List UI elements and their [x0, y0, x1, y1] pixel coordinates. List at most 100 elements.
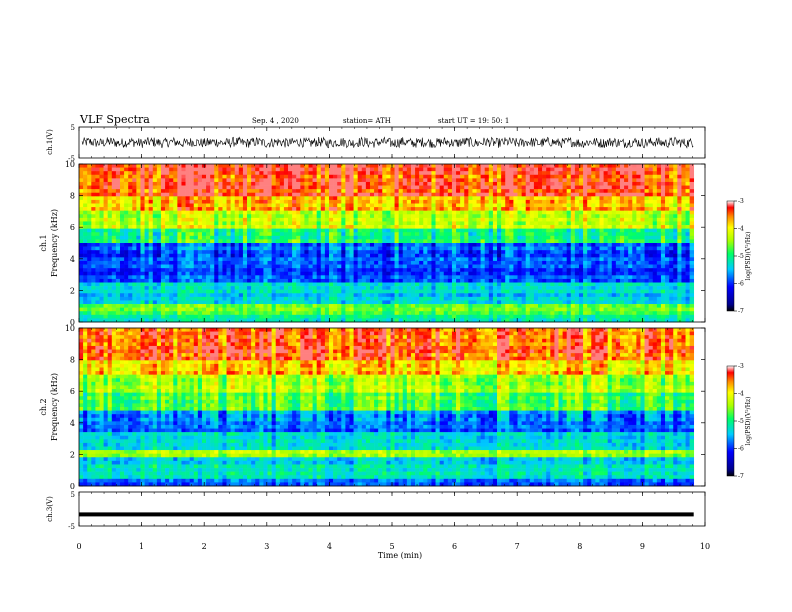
spectrogram-cell [99, 264, 104, 269]
spectrogram-cell [226, 181, 231, 186]
spectrogram-cell [439, 278, 445, 283]
spectrogram-cell [550, 167, 555, 172]
spectrogram-cell [456, 246, 461, 251]
spectrogram-cell [484, 260, 490, 265]
spectrogram-cell [542, 235, 547, 240]
spectrogram-cell [165, 217, 170, 222]
spectrogram-cell [345, 260, 350, 265]
spectrogram-cell [210, 282, 215, 287]
spectrogram-cell [611, 228, 617, 233]
spectrogram-cell [181, 171, 186, 176]
spectrogram-cell [148, 171, 154, 176]
spectrogram-cell [681, 174, 686, 179]
spectrogram-cell [648, 221, 654, 226]
spectrogram-cell [259, 225, 264, 229]
spectrogram-cell [365, 232, 371, 237]
spectrogram-cell [312, 214, 317, 219]
spectrogram-cell [333, 232, 338, 237]
spectrogram-cell [316, 271, 322, 276]
spectrogram-cell [91, 282, 96, 287]
spectrogram-cell [673, 203, 678, 208]
spectrogram-cell [107, 225, 113, 229]
spectrogram-cell [271, 189, 277, 194]
spectrogram-cell [181, 203, 186, 208]
spectrogram-cell [283, 192, 289, 197]
spectrogram-cell [517, 271, 522, 276]
spectrogram-cell [492, 225, 498, 229]
spectrogram-cell [652, 257, 658, 262]
spectrogram-cell [492, 264, 498, 269]
spectrogram-cell [152, 167, 158, 172]
spectrogram-cell [472, 275, 477, 280]
spectrogram-cell [128, 250, 133, 255]
spectrogram-cell [394, 164, 399, 168]
spectrogram-cell [624, 246, 629, 251]
spectrogram-cell [415, 271, 420, 276]
spectrogram-cell [689, 239, 695, 244]
spectrogram-cell [320, 207, 326, 211]
spectrogram-cell [283, 164, 289, 168]
spectrogram-cell [300, 271, 305, 276]
spectrogram-cell [152, 181, 158, 186]
spectrogram-cell [681, 246, 686, 251]
spectrogram-cell [333, 225, 338, 229]
spectrogram-cell [427, 239, 432, 244]
spectrogram-cell [406, 275, 412, 280]
spectrogram-cell [542, 278, 547, 283]
spectrogram-cell [431, 228, 436, 233]
spectrogram-cell [91, 253, 96, 258]
spectrogram-cell [460, 214, 465, 219]
spectrogram-cell [169, 178, 174, 183]
spectrogram-cell [550, 257, 555, 262]
spectrogram-cell [95, 185, 100, 190]
spectrogram-cell [263, 181, 268, 186]
spectrogram-cell [431, 243, 436, 247]
spectrogram-cell [427, 210, 432, 215]
spectrogram-cell [640, 278, 645, 283]
spectrogram-cell [206, 164, 211, 168]
spectrogram-cell [230, 214, 236, 219]
spectrogram-cell [529, 250, 535, 255]
spectrogram-cell [296, 192, 301, 197]
spectrogram-cell [607, 235, 613, 240]
spectrogram-cell [324, 275, 330, 280]
spectrogram-cell [386, 214, 391, 219]
spectrogram-cell [197, 192, 203, 197]
spectrogram-cell [591, 185, 596, 190]
spectrogram-cell [669, 257, 674, 262]
spectrogram-cell [300, 214, 305, 219]
spectrogram-cell [181, 243, 186, 247]
spectrogram-cell [578, 185, 584, 190]
spectrogram-cell [607, 271, 613, 276]
spectrogram-cell [95, 199, 100, 204]
spectrogram-cell [472, 217, 477, 222]
spectrogram-cell [201, 167, 207, 172]
spectrogram-cell [521, 164, 527, 168]
spectrogram-cell [689, 268, 695, 273]
spectrogram-cell [99, 228, 104, 233]
spectrogram-cell [132, 221, 137, 226]
spectrogram-cell [546, 250, 551, 255]
spectrogram-cell [484, 167, 490, 172]
spectrogram-cell [128, 189, 133, 194]
spectrogram-cell [238, 257, 244, 262]
spectrogram-cell [197, 199, 203, 204]
spectrogram-cell [464, 235, 469, 240]
spectrogram-cell [119, 207, 125, 211]
spectrogram-cell [554, 189, 559, 194]
spectrogram-cell [603, 174, 608, 179]
spectrogram-cell [87, 189, 92, 194]
spectrogram-cell [87, 232, 92, 237]
spectrogram-cell [263, 278, 268, 283]
spectrogram-cell [533, 174, 539, 179]
spectrogram-cell [542, 250, 547, 255]
spectrogram-cell [87, 196, 92, 201]
spectrogram-cell [644, 196, 649, 201]
spectrogram-cell [206, 178, 211, 183]
spectrogram-cell [640, 225, 645, 229]
spectrogram-cell [341, 257, 346, 262]
spectrogram-cell [263, 243, 268, 247]
spectrogram-cell [554, 203, 559, 208]
spectrogram-cell [230, 181, 236, 186]
spectrogram-cell [665, 174, 670, 179]
